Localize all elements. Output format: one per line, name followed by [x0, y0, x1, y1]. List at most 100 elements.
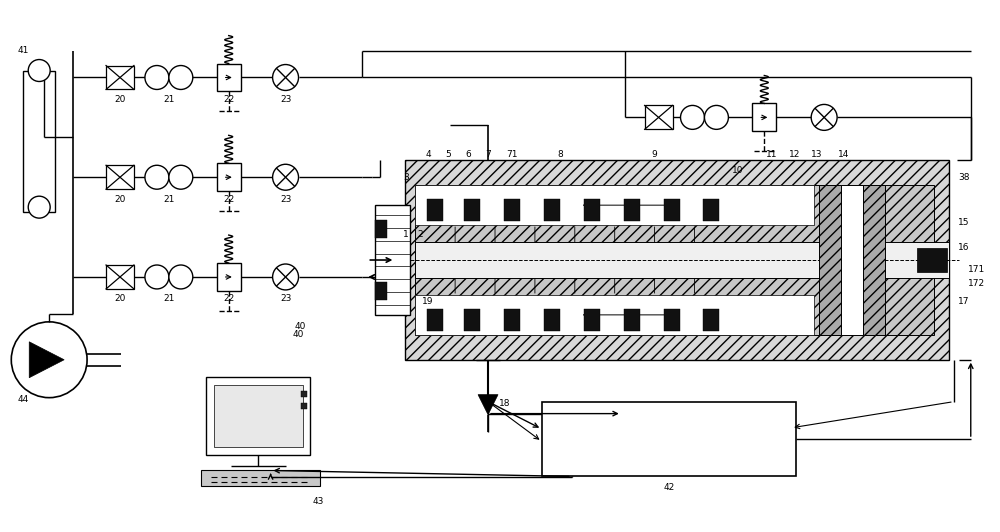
- Circle shape: [273, 264, 299, 290]
- Circle shape: [145, 65, 169, 89]
- Bar: [703, 199, 719, 221]
- Text: 20: 20: [114, 294, 126, 303]
- Text: 21: 21: [163, 95, 175, 104]
- Bar: [664, 199, 680, 221]
- Bar: [544, 309, 560, 331]
- Bar: [23, 71, 55, 212]
- Bar: [703, 309, 719, 331]
- Text: 12: 12: [789, 150, 800, 159]
- Text: 14: 14: [838, 150, 850, 159]
- Bar: [206, 377, 310, 454]
- Bar: [624, 309, 640, 331]
- Text: 3: 3: [403, 173, 409, 182]
- Circle shape: [28, 60, 50, 81]
- Bar: [645, 105, 673, 129]
- Text: 9: 9: [652, 150, 657, 159]
- Text: 22: 22: [223, 294, 234, 303]
- Text: 13: 13: [811, 150, 823, 159]
- Bar: [752, 103, 776, 131]
- Circle shape: [145, 265, 169, 289]
- Bar: [106, 265, 134, 289]
- Text: 44: 44: [18, 395, 29, 404]
- Text: 10: 10: [732, 166, 743, 174]
- Bar: [201, 470, 320, 486]
- Text: 7: 7: [485, 150, 491, 159]
- Text: 38: 38: [958, 173, 970, 182]
- Circle shape: [273, 164, 299, 190]
- Text: 19: 19: [422, 297, 434, 306]
- Text: 172: 172: [968, 279, 985, 288]
- Text: 15: 15: [958, 218, 970, 227]
- Text: 23: 23: [280, 195, 291, 204]
- Text: 23: 23: [280, 294, 291, 303]
- Text: 22: 22: [223, 95, 234, 104]
- Text: 40: 40: [293, 330, 304, 339]
- Bar: [841, 185, 863, 335]
- Text: 16: 16: [958, 243, 970, 252]
- Bar: [427, 199, 443, 221]
- Bar: [415, 185, 934, 335]
- Circle shape: [169, 265, 193, 289]
- Bar: [214, 385, 303, 446]
- Bar: [375, 205, 410, 315]
- Bar: [664, 309, 680, 331]
- Text: 22: 22: [223, 195, 234, 204]
- Bar: [427, 309, 443, 331]
- Text: 23: 23: [280, 95, 291, 104]
- Bar: [504, 309, 520, 331]
- Text: 6: 6: [465, 150, 471, 159]
- Polygon shape: [29, 342, 64, 378]
- Text: 43: 43: [313, 497, 324, 506]
- Bar: [544, 199, 560, 221]
- Bar: [375, 282, 387, 300]
- Text: 1: 1: [403, 230, 409, 238]
- Text: 17: 17: [958, 297, 970, 306]
- Text: 21: 21: [163, 294, 175, 303]
- Bar: [464, 309, 480, 331]
- Bar: [301, 390, 307, 397]
- Text: 42: 42: [664, 483, 675, 492]
- Circle shape: [704, 105, 728, 129]
- Text: 4: 4: [425, 150, 431, 159]
- Text: 20: 20: [114, 195, 126, 204]
- Bar: [584, 309, 600, 331]
- Bar: [415, 295, 814, 335]
- Bar: [917, 248, 947, 272]
- Bar: [464, 199, 480, 221]
- Text: 5: 5: [445, 150, 451, 159]
- Bar: [217, 263, 241, 291]
- Bar: [405, 160, 949, 360]
- Bar: [624, 199, 640, 221]
- Text: 11: 11: [766, 150, 777, 159]
- Bar: [542, 402, 796, 477]
- Text: 20: 20: [114, 95, 126, 104]
- Text: 40: 40: [295, 322, 306, 331]
- Bar: [106, 165, 134, 189]
- Circle shape: [145, 165, 169, 189]
- Text: 171: 171: [968, 265, 985, 275]
- Circle shape: [169, 165, 193, 189]
- Bar: [217, 63, 241, 92]
- Text: 71: 71: [506, 150, 518, 159]
- Bar: [819, 185, 841, 335]
- Circle shape: [28, 196, 50, 218]
- Polygon shape: [478, 395, 498, 414]
- Text: 41: 41: [18, 46, 29, 55]
- Text: 8: 8: [557, 150, 563, 159]
- Circle shape: [11, 322, 87, 397]
- Bar: [415, 185, 814, 225]
- Bar: [415, 242, 949, 278]
- Bar: [584, 199, 600, 221]
- Circle shape: [681, 105, 704, 129]
- Circle shape: [811, 104, 837, 130]
- Bar: [217, 163, 241, 191]
- Bar: [504, 199, 520, 221]
- Text: 2: 2: [417, 230, 423, 238]
- Bar: [863, 185, 885, 335]
- Bar: [106, 65, 134, 89]
- Circle shape: [169, 65, 193, 89]
- Bar: [375, 220, 387, 238]
- Text: 21: 21: [163, 195, 175, 204]
- Circle shape: [273, 64, 299, 90]
- Bar: [301, 403, 307, 409]
